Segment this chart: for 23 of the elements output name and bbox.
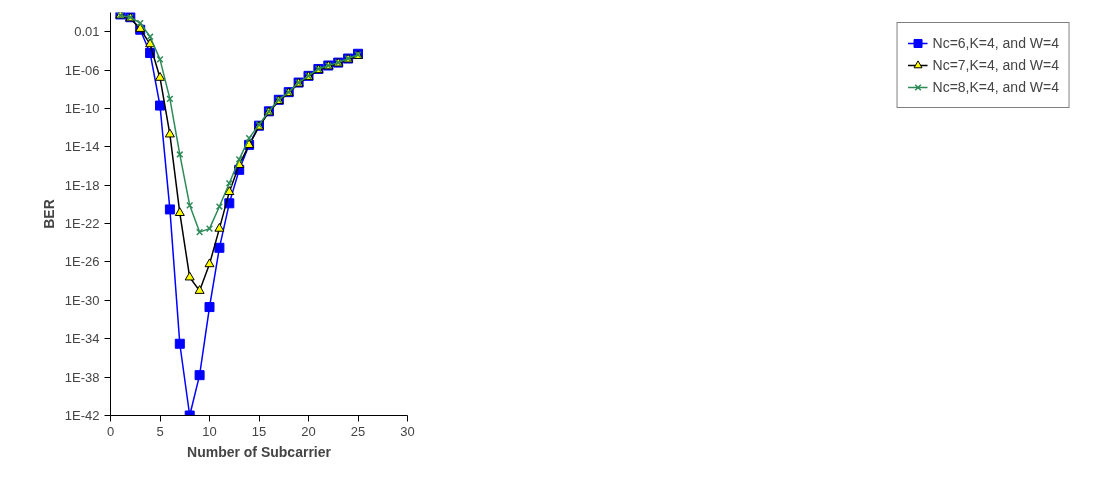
- x-tick-label: 10: [202, 423, 217, 439]
- x-tick-label: 15: [251, 423, 267, 439]
- y-tick-label: 1E-42: [64, 408, 100, 423]
- x-tick-label: 30: [400, 423, 415, 439]
- legend-label: Nc=8,K=4, and W=4: [932, 79, 1059, 95]
- y-axis-title: BER: [40, 199, 57, 229]
- y-tick-label: 1E-34: [64, 331, 100, 347]
- x-axis-title: Number of Subcarrier: [187, 443, 332, 460]
- y-tick-label: 1E-22: [64, 216, 100, 232]
- y-tick-label: 1E-14: [64, 139, 100, 155]
- y-tick-label: 1E-26: [64, 254, 100, 270]
- x-tick-label: 20: [301, 423, 316, 439]
- x-tick-label: 25: [350, 423, 366, 439]
- y-tick-label: 1E-38: [64, 369, 100, 385]
- y-tick-label: 1E-10: [64, 100, 100, 116]
- y-tick-label: 0.01: [74, 24, 100, 40]
- y-tick-label: 1E-06: [64, 62, 100, 78]
- x-tick-label: 5: [156, 423, 164, 439]
- y-tick-label: 1E-18: [64, 177, 100, 193]
- legend-label: Nc=7,K=4, and W=4: [932, 57, 1059, 73]
- y-tick-label: 1E-30: [64, 292, 100, 308]
- legend-label: Nc=6,K=4, and W=4: [932, 35, 1059, 51]
- x-tick-label: 0: [106, 423, 115, 439]
